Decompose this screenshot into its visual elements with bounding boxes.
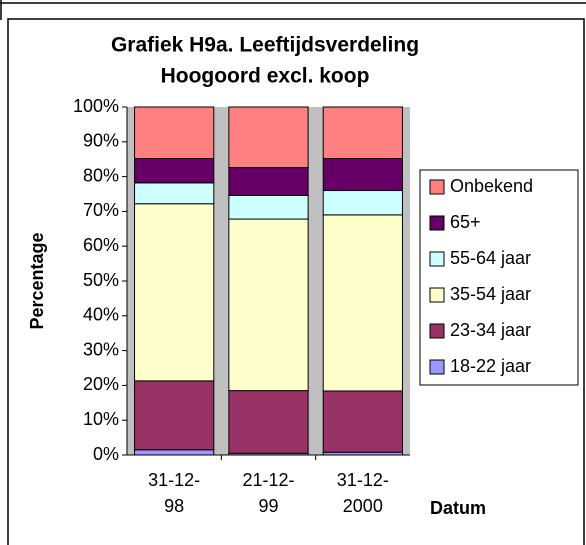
y-tick-label: 80% bbox=[83, 165, 119, 185]
legend-swatch bbox=[429, 215, 445, 231]
bar-segment bbox=[134, 449, 215, 456]
bar-segment bbox=[322, 106, 403, 160]
y-tick-label: 70% bbox=[83, 200, 119, 220]
bar-segment bbox=[228, 390, 309, 454]
bar-segment bbox=[228, 106, 309, 169]
x-tick-label-box: 21-12-99 bbox=[242, 470, 295, 516]
bar-segment bbox=[322, 390, 403, 453]
bar-segment bbox=[134, 106, 215, 160]
chart-title: Grafiek H9a. Leeftijdsverdeling bbox=[111, 34, 419, 57]
legend-label: 18-22 jaar bbox=[450, 356, 531, 376]
legend-label: 65+ bbox=[450, 212, 481, 232]
y-tick-label: 50% bbox=[83, 270, 119, 290]
x-tick-label-box: 31-12-98 bbox=[148, 470, 201, 516]
legend-label: Onbekend bbox=[450, 176, 533, 196]
legend-swatch bbox=[429, 287, 445, 303]
bar-segment bbox=[228, 194, 309, 220]
legend-label: 55-64 jaar bbox=[450, 248, 531, 268]
y-tick-label: 100% bbox=[73, 96, 119, 116]
x-tick-label: 21-12-99 bbox=[242, 470, 295, 516]
y-tick-label: 10% bbox=[83, 409, 119, 429]
legend-swatch bbox=[429, 359, 445, 375]
legend-swatch bbox=[429, 323, 445, 339]
bar-segment bbox=[322, 190, 403, 216]
legend bbox=[419, 169, 579, 386]
bar-segment bbox=[134, 203, 215, 382]
x-tick-label: 31-12-98 bbox=[148, 470, 201, 516]
y-tick-label: 30% bbox=[83, 339, 119, 359]
legend-swatch bbox=[429, 251, 445, 267]
y-tick-label: 0% bbox=[93, 444, 119, 464]
x-axis-title: Datum bbox=[430, 498, 486, 518]
x-tick-label: 31-12-2000 bbox=[336, 470, 389, 516]
bar-segment bbox=[322, 158, 403, 192]
y-tick-label: 90% bbox=[83, 131, 119, 151]
y-tick-label: 20% bbox=[83, 374, 119, 394]
y-axis-title: Percentage bbox=[27, 232, 47, 329]
bar-segment bbox=[228, 218, 309, 392]
bar-segment bbox=[228, 167, 309, 196]
legend-swatch bbox=[429, 179, 445, 195]
legend-label: 23-34 jaar bbox=[450, 320, 531, 340]
y-tick-label: 40% bbox=[83, 305, 119, 325]
bar-segment bbox=[134, 182, 215, 205]
y-tick-label: 60% bbox=[83, 235, 119, 255]
x-tick-label-box: 31-12-2000 bbox=[336, 470, 389, 516]
legend-label: 35-54 jaar bbox=[450, 284, 531, 304]
bar-segment bbox=[322, 214, 403, 392]
chart-title: Hoogoord excl. koop bbox=[161, 65, 370, 88]
bar-segment bbox=[134, 158, 215, 184]
bar-segment bbox=[134, 380, 215, 451]
